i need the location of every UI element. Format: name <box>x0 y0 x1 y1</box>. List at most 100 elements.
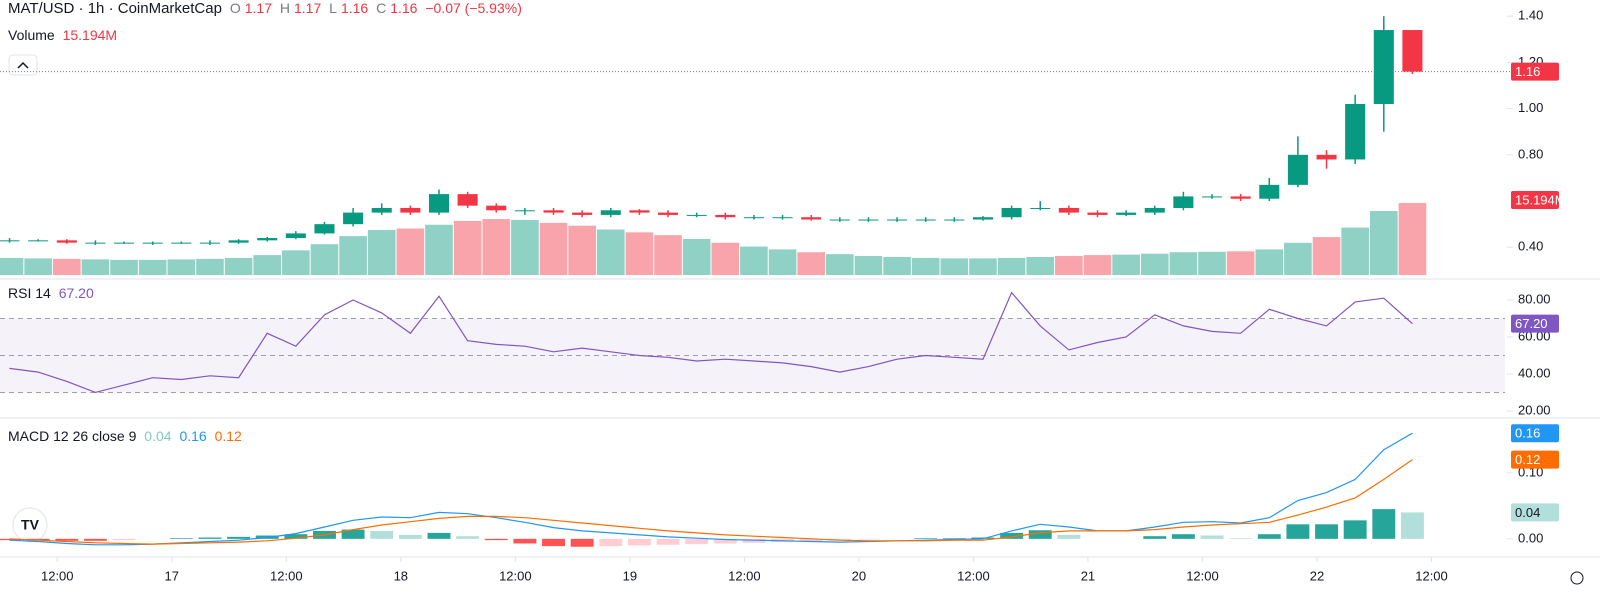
macd-line-value: 0.16 <box>179 428 207 444</box>
ohlc-key: H <box>279 0 290 16</box>
x-tick-label: 12:00 <box>1415 568 1448 583</box>
candle-body <box>829 219 850 221</box>
candle-body <box>0 240 20 242</box>
volume-bar <box>511 220 539 275</box>
y-tick-label: 1.40 <box>1518 8 1543 23</box>
price-badge <box>1511 450 1559 469</box>
macd-histogram-bar <box>914 538 938 539</box>
volume-bar <box>1341 227 1369 275</box>
macd-histogram-bar <box>398 534 422 539</box>
volume-bar <box>711 242 740 275</box>
macd-histogram-bar <box>685 538 709 545</box>
price-badge-label: 0.12 <box>1515 452 1540 467</box>
candle-body <box>944 219 965 221</box>
macd-hist-value: 0.04 <box>144 428 172 444</box>
macd-histogram-bar <box>799 538 823 542</box>
macd-histogram-bar <box>1343 520 1367 539</box>
volume-bar <box>596 229 625 275</box>
volume-bar <box>425 224 453 275</box>
macd-histogram-bar <box>1171 534 1195 539</box>
candle-body <box>85 242 106 244</box>
volume-bar <box>1312 237 1341 275</box>
price-badge <box>1511 62 1559 81</box>
price-badge-label: 15.194M <box>1515 192 1566 207</box>
volume-bar <box>167 259 196 275</box>
volume-bar <box>1083 255 1112 275</box>
macd-histogram-bar <box>627 538 651 546</box>
ohlc-key: C <box>376 0 387 16</box>
legend-main: MAT/USD · 1h · CoinMarketCap O 1.17 H 1.17… <box>8 0 526 17</box>
ohlc-value: 1.16 <box>340 0 369 16</box>
volume-bar <box>52 258 81 275</box>
symbol: MAT/USD · 1h · CoinMarketCap <box>8 0 222 17</box>
macd-title: MACD 12 26 close 9 <box>8 428 137 444</box>
rsi-value: 67.20 <box>58 285 94 301</box>
x-tick-label: 12:00 <box>1186 568 1219 583</box>
candle-body <box>1116 212 1137 215</box>
candle-body <box>1373 30 1394 104</box>
volume-bar <box>883 256 911 275</box>
macd-histogram-bar <box>742 538 766 543</box>
candle-body <box>658 212 679 215</box>
x-tick-label: 12:00 <box>957 568 990 583</box>
volume-bar <box>997 257 1026 275</box>
candle-body <box>199 242 220 244</box>
x-tick-label: 12:00 <box>728 568 761 583</box>
macd-histogram-bar <box>1000 532 1024 539</box>
price-badge-label: 0.16 <box>1515 426 1540 441</box>
candle-body <box>28 240 49 242</box>
macd-histogram-bar <box>1315 524 1338 539</box>
macd-histogram-bar <box>83 538 107 541</box>
price-badge <box>1511 314 1559 333</box>
price-badge <box>1511 191 1559 209</box>
candle-body <box>457 194 478 206</box>
candle-body <box>514 210 535 212</box>
collapse-button[interactable] <box>8 54 38 76</box>
collapse-icon <box>17 61 29 69</box>
volume-bar <box>654 235 682 275</box>
candle-body <box>228 240 249 243</box>
candle-body <box>371 207 392 213</box>
macd-histogram-bar <box>370 530 394 539</box>
candle-body <box>56 240 77 243</box>
volume-bar <box>740 246 768 275</box>
candle-body <box>314 224 335 234</box>
candle-body <box>1030 207 1051 209</box>
y-tick-label: 0.80 <box>1518 146 1543 161</box>
candle-body <box>1173 196 1194 208</box>
volume-bar <box>1369 210 1398 275</box>
macd-signal-value: 0.12 <box>214 428 242 444</box>
candle-body <box>1144 207 1165 213</box>
macd-histogram-bar <box>1229 538 1253 539</box>
macd-line <box>9 459 1413 545</box>
volume-value: 15.194M <box>62 27 118 43</box>
rsi-title: RSI 14 <box>8 285 51 301</box>
candle-body <box>686 214 707 216</box>
settings-button[interactable] <box>1570 571 1584 585</box>
y-tick-label: 40.00 <box>1518 365 1551 380</box>
volume-bar <box>453 220 482 275</box>
macd-histogram-bar <box>341 529 365 539</box>
volume-bar <box>1226 251 1255 275</box>
candle-body <box>743 217 764 219</box>
volume-bar <box>1255 249 1284 275</box>
candle-body <box>772 217 793 219</box>
macd-histogram-bar <box>942 538 966 539</box>
macd-histogram-bar <box>1286 524 1310 539</box>
macd-histogram-bar <box>971 537 995 539</box>
price-badge-label: 1.16 <box>1515 64 1540 79</box>
candle-body <box>915 219 936 221</box>
ohlc-value: 1.17 <box>294 0 322 16</box>
candle-body <box>1402 30 1423 72</box>
macd-histogram-bar <box>1200 535 1224 539</box>
y-tick-label: 0.00 <box>1518 530 1543 545</box>
volume-bar <box>396 228 425 275</box>
volume-bar <box>482 219 511 275</box>
volume-bar <box>24 258 52 275</box>
ohlc-value: 1.16 <box>390 0 418 16</box>
legend-rsi: RSI 14 67.20 <box>8 285 98 301</box>
volume-title: Volume <box>8 27 55 43</box>
candle-body <box>400 207 421 213</box>
